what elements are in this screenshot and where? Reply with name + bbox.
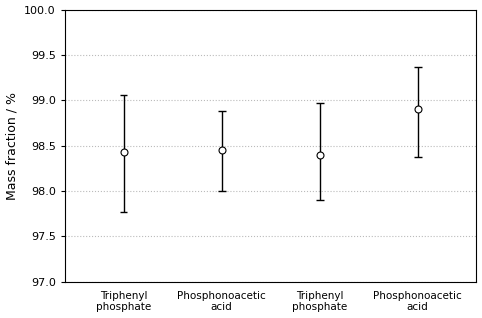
Y-axis label: Mass fraction / %: Mass fraction / % bbox=[6, 92, 18, 200]
